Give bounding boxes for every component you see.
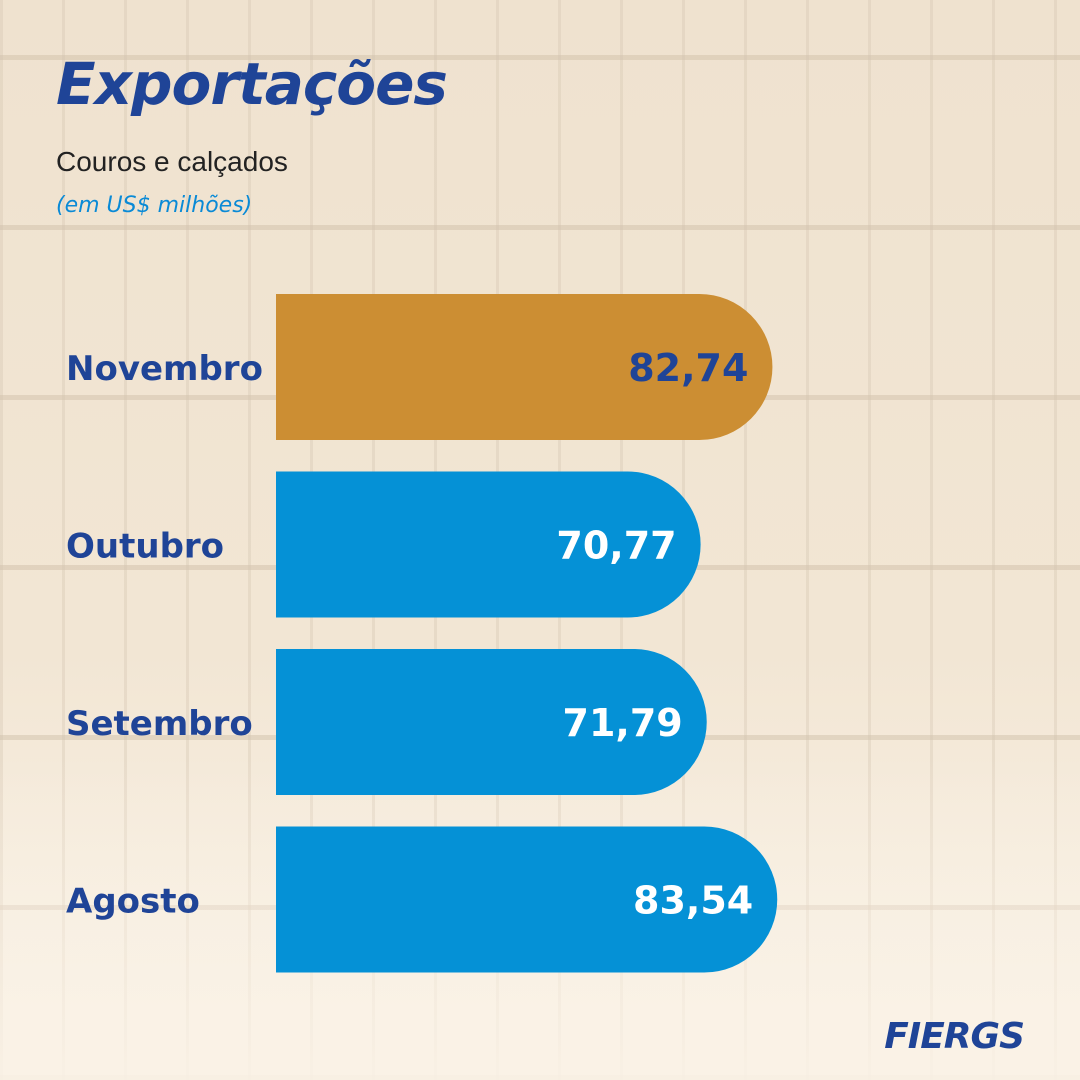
- category-label-novembro: Novembro: [66, 349, 263, 389]
- value-label-outubro: 70,77: [556, 524, 676, 568]
- category-label-outubro: Outubro: [66, 527, 224, 567]
- category-label-setembro: Setembro: [66, 704, 253, 744]
- fiergs-logo: FIERGS: [884, 1016, 1025, 1057]
- page-subtitle: Couros e calçados: [56, 146, 288, 177]
- unit-label: (em US$ milhões): [56, 193, 253, 218]
- category-label-agosto: Agosto: [66, 882, 200, 922]
- bar-outubro: [276, 471, 701, 618]
- value-label-setembro: 71,79: [563, 701, 683, 745]
- value-label-agosto: 83,54: [633, 879, 753, 923]
- bar-agosto: [276, 826, 778, 973]
- bar-setembro: [276, 649, 707, 795]
- bar-novembro: [276, 294, 773, 440]
- page-title: Exportações: [56, 50, 448, 118]
- value-label-novembro: 82,74: [628, 346, 748, 390]
